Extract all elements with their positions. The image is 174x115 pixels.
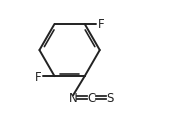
Text: C: C bbox=[88, 91, 96, 104]
Text: S: S bbox=[106, 91, 114, 104]
Text: F: F bbox=[97, 18, 104, 31]
Text: N: N bbox=[69, 91, 77, 104]
Text: F: F bbox=[35, 70, 42, 83]
